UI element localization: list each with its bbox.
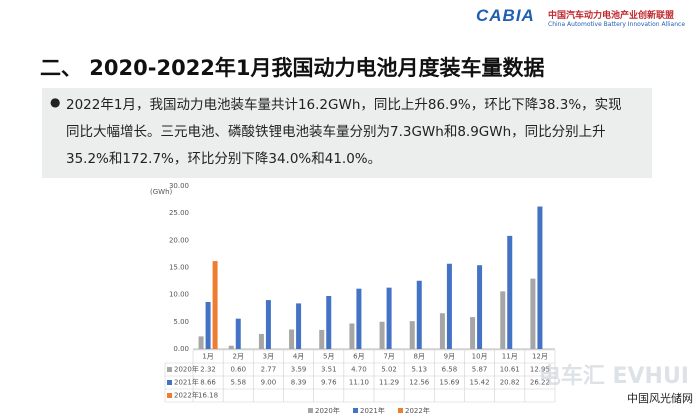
table-legend-key (167, 393, 172, 398)
bar (212, 261, 218, 349)
table-value: 10.61 (500, 366, 520, 374)
table-value: 26.22 (530, 379, 550, 387)
bar (356, 288, 362, 349)
table-value: 9.00 (261, 379, 277, 387)
bar (470, 317, 476, 349)
table-value: 2.32 (200, 366, 216, 374)
table-value: 12.95 (530, 366, 550, 374)
bar (416, 280, 422, 349)
bullet: ● (50, 95, 61, 109)
x-tick-label: 11月 (502, 353, 518, 361)
table-value: 8.66 (200, 379, 216, 387)
table-value: 5.87 (472, 366, 488, 374)
table-value: 16.18 (198, 392, 218, 400)
bar (235, 318, 241, 349)
legend-label: 2022年 (405, 406, 430, 415)
y-tick-label: 15.00 (169, 264, 189, 272)
legend-key (398, 408, 403, 413)
table-row-label: 2021年 (174, 378, 199, 387)
table-row-label: 2022年 (174, 391, 199, 400)
org-name: 中国汽车动力电池产业创新联盟 (548, 11, 675, 21)
y-tick-label: 25.00 (169, 209, 189, 217)
y-tick-label: 30.00 (169, 182, 189, 190)
x-tick-label: 10月 (472, 353, 488, 361)
bar (500, 291, 506, 349)
legend-label: 2021年 (360, 406, 385, 415)
summary-line: 同比大幅增长。三元电池、磷酸铁锂电池装车量分别为7.3GWh和8.9GWh，同比… (66, 124, 606, 140)
table-value: 8.39 (291, 379, 307, 387)
table-value: 5.13 (411, 366, 427, 374)
legend-key (353, 408, 358, 413)
table-value: 3.51 (321, 366, 337, 374)
table-value: 5.58 (230, 379, 246, 387)
watermark-site: 中国风光储网 (627, 392, 693, 405)
y-tick-label: 0.00 (173, 345, 189, 353)
x-tick-label: 6月 (353, 353, 364, 361)
bar (349, 323, 355, 349)
x-tick-label: 5月 (323, 353, 334, 361)
bar (537, 206, 543, 349)
bar (409, 321, 415, 349)
table-legend-key (167, 367, 172, 372)
bar (258, 333, 264, 349)
slide-title: 二、 2020-2022年1月我国动力电池月度装车量数据 (40, 56, 545, 80)
logo: CABIA (476, 6, 535, 25)
table-value: 15.69 (439, 379, 459, 387)
table-value: 20.82 (500, 379, 520, 387)
bar (530, 278, 536, 349)
bar (326, 295, 332, 349)
table-row-label: 2020年 (174, 365, 199, 374)
y-tick-label: 10.00 (169, 291, 189, 299)
x-tick-label: 7月 (383, 353, 394, 361)
org-name-en: China Automotive Battery Innovation Alli… (548, 21, 686, 28)
y-tick-label: 5.00 (173, 318, 189, 326)
table-value: 0.60 (230, 366, 246, 374)
table-value: 5.02 (381, 366, 397, 374)
table-value: 2.77 (261, 366, 277, 374)
bar (289, 329, 295, 349)
x-tick-label: 12月 (532, 353, 548, 361)
bar (379, 321, 385, 349)
bar (228, 345, 234, 349)
table-value: 12.56 (409, 379, 430, 387)
table-value: 9.76 (321, 379, 337, 387)
x-tick-label: 4月 (293, 353, 304, 361)
y-axis-label: (GWh) (150, 188, 173, 196)
x-tick-label: 1月 (202, 353, 213, 361)
watermark: 电车汇 EVHUI (538, 364, 689, 389)
table-value: 11.10 (349, 379, 369, 387)
legend-key (308, 408, 313, 413)
x-tick-label: 2月 (233, 353, 244, 361)
bar (265, 300, 271, 349)
table-value: 3.59 (291, 366, 307, 374)
x-tick-label: 8月 (414, 353, 425, 361)
summary-box: ● 2022年1月，我国动力电池装车量共计16.2GWh，同比上升86.9%，环… (42, 88, 652, 178)
table-value: 15.42 (470, 379, 490, 387)
bar (446, 263, 452, 349)
bar (205, 301, 211, 349)
summary-line: 35.2%和172.7%，环比分别下降34.0%和41.0%。 (66, 151, 382, 167)
x-tick-label: 3月 (263, 353, 274, 361)
legend-label: 2020年 (315, 406, 340, 415)
table-value: 4.70 (351, 366, 367, 374)
bar (319, 329, 325, 349)
x-tick-label: 9月 (444, 353, 455, 361)
bar (296, 303, 302, 349)
bar (439, 313, 445, 349)
y-tick-label: 20.00 (169, 236, 189, 244)
bar (507, 235, 513, 349)
bar (198, 336, 204, 349)
summary-line: 2022年1月，我国动力电池装车量共计16.2GWh，同比上升86.9%，环比下… (66, 97, 622, 113)
table-legend-key (167, 380, 172, 385)
bar (386, 287, 392, 349)
table-value: 11.29 (379, 379, 399, 387)
bar (477, 265, 483, 349)
table-value: 6.58 (442, 366, 458, 374)
